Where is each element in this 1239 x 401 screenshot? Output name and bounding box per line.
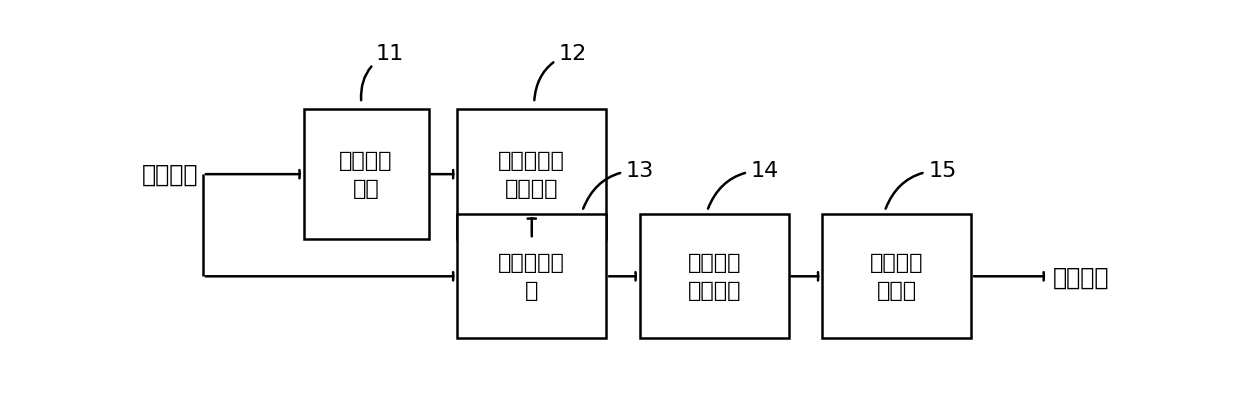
Bar <box>823 215 971 338</box>
Bar <box>639 215 789 338</box>
Text: 软解调及
译码模块: 软解调及 译码模块 <box>688 253 741 301</box>
Text: 13: 13 <box>584 161 654 209</box>
Text: 12: 12 <box>534 44 587 101</box>
Bar <box>304 110 429 239</box>
Text: 15: 15 <box>886 161 957 209</box>
Text: 信道估计
模块: 信道估计 模块 <box>339 151 393 198</box>
Text: 信道均衡模
块: 信道均衡模 块 <box>498 253 565 301</box>
Text: 14: 14 <box>707 161 779 209</box>
Text: 接收突发: 接收突发 <box>141 163 198 187</box>
Text: 11: 11 <box>361 44 404 101</box>
Bar <box>457 110 606 239</box>
Bar <box>457 215 606 338</box>
Text: 信息比特: 信息比特 <box>1053 265 1109 289</box>
Text: 信道系数预
处理模块: 信道系数预 处理模块 <box>498 151 565 198</box>
Text: 译码后处
理模块: 译码后处 理模块 <box>870 253 923 301</box>
